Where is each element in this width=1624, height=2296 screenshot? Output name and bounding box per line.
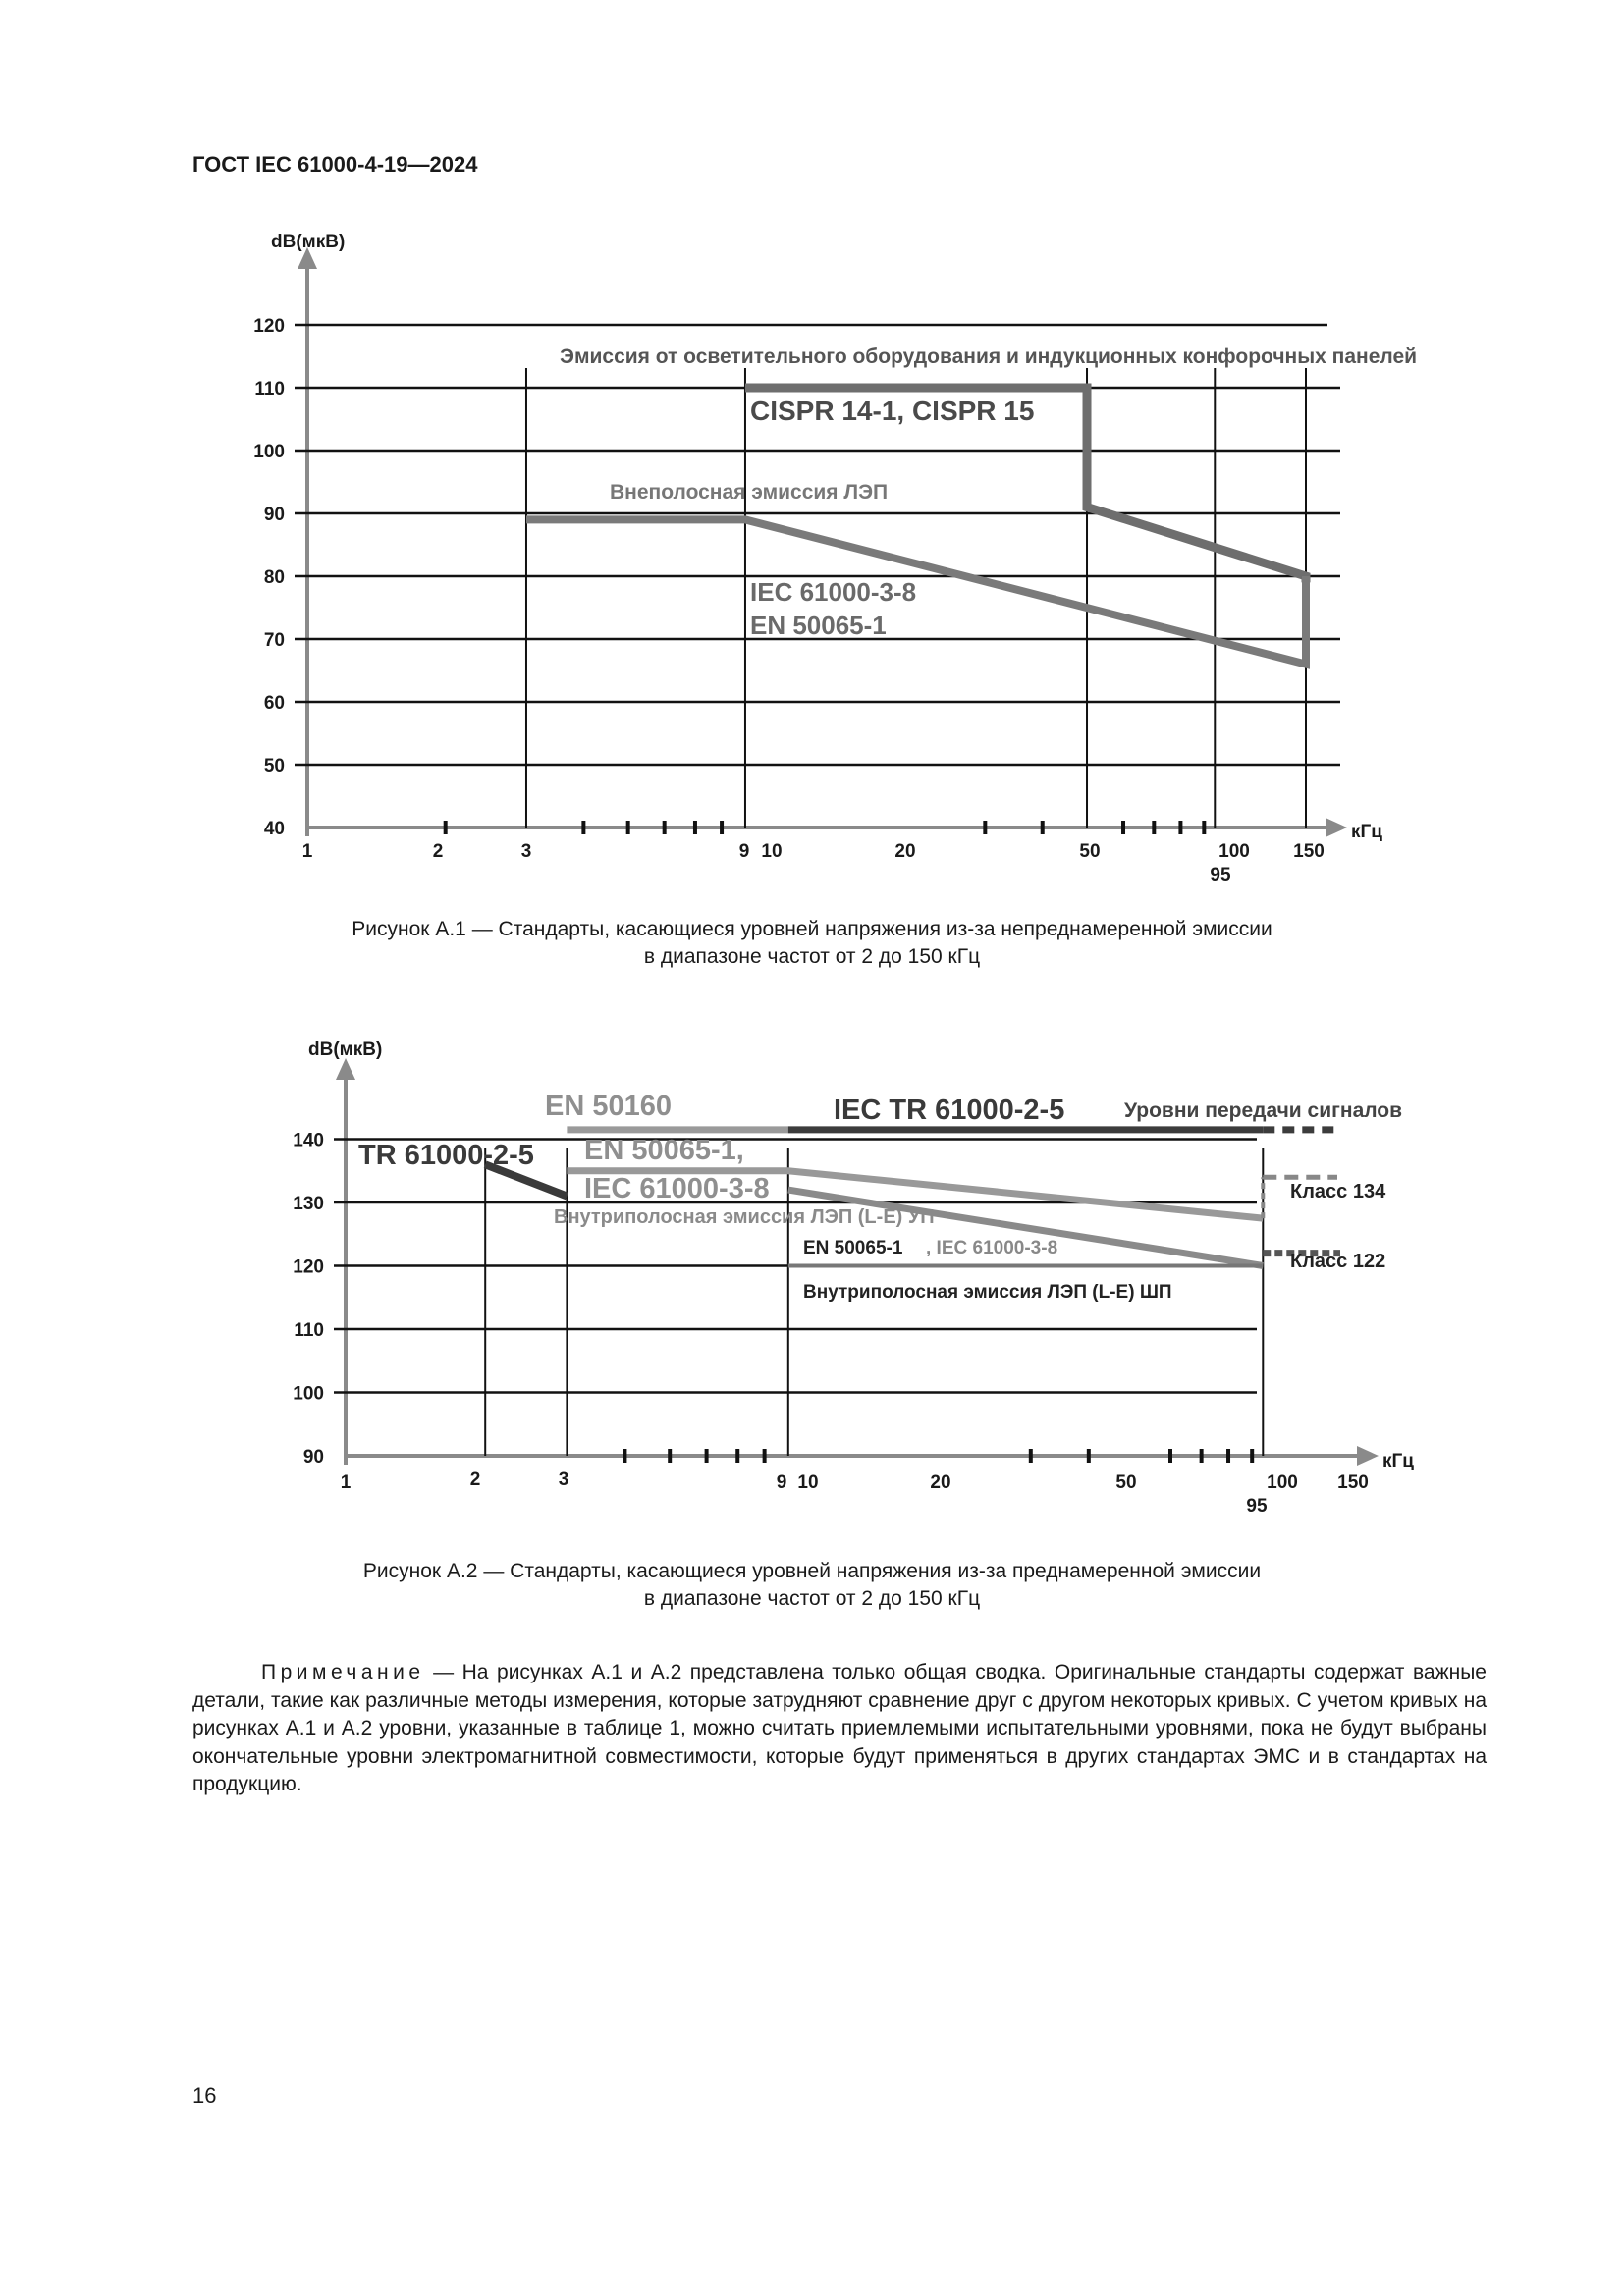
annotation-en-50065-1: EN 50065-1 (750, 611, 887, 640)
y-tick-label: 90 (264, 505, 285, 525)
annotation-iec61000: IEC 61000-3-8 (584, 1173, 770, 1204)
figure-a2-caption: Рисунок А.2 — Стандарты, касающиеся уров… (0, 1558, 1624, 1613)
y-tick-label: 100 (293, 1384, 324, 1405)
x-axis-arrow (1357, 1446, 1379, 1466)
y-tick-label: 110 (254, 379, 285, 400)
annotation-en50065-small: EN 50065-1 (803, 1238, 903, 1258)
document-header: ГОСТ IEC 61000-4-19—2024 (192, 152, 478, 177)
page-number: 16 (192, 2083, 217, 2108)
x-tick-label: 150 (1337, 1472, 1369, 1493)
x-tick-label: 20 (930, 1472, 950, 1493)
y-tick-label: 140 (293, 1131, 324, 1151)
series-tr (483, 1160, 568, 1201)
annotation-class134: Класс 134 (1290, 1181, 1386, 1202)
figure-a1-chart: dB(мкВ) 120 110 100 90 80 70 60 50 40 кГц 1 2 3 9 10 20 5… (253, 232, 1417, 885)
y-axis-arrow (336, 1058, 355, 1080)
annotation-en50065: EN 50065-1, (584, 1135, 744, 1166)
y-axis-arrow (298, 247, 317, 269)
x-tick-label: 2 (470, 1469, 481, 1490)
y-tick-label: 80 (264, 567, 285, 588)
x-tick-label: 9 (777, 1472, 787, 1493)
annotation-iec-small: , IEC 61000-3-8 (926, 1238, 1057, 1258)
x-tick-label: 9 (739, 841, 750, 862)
x-tick-label: 10 (797, 1472, 818, 1493)
series-en50065-upper (567, 1167, 1264, 1222)
annotation-en50160: EN 50160 (545, 1091, 672, 1122)
y-tick-label: 100 (253, 442, 285, 462)
figure-a2-caption-line-1: Рисунок А.2 — Стандарты, касающиеся уров… (362, 1560, 1262, 1582)
x-axis-arrow (1326, 818, 1347, 837)
y-tick-label: 120 (293, 1257, 324, 1278)
note-heading: Примечание (261, 1661, 425, 1683)
annotation-lighting: Эмиссия от осветительного оборудования и… (560, 346, 1417, 368)
y-tick-label: 130 (293, 1194, 324, 1214)
x-tick-label: 95 (1246, 1496, 1268, 1517)
y-tick-label: 90 (303, 1447, 324, 1468)
y-tick-label: 50 (264, 756, 285, 776)
x-tick-label: 10 (761, 841, 782, 862)
x-tick-label: 100 (1218, 841, 1250, 862)
annotation-inband-shp: Внутриполосная эмиссия ЛЭП (L-E) ШП (803, 1282, 1172, 1303)
y-tick-label: 40 (264, 819, 285, 839)
x-axis-label: кГц (1382, 1451, 1414, 1471)
x-tick-label: 50 (1115, 1472, 1136, 1493)
annotation-out-of-band: Внеполосная эмиссия ЛЭП (610, 481, 888, 504)
note-text: — На рисунках А.1 и А.2 представлена тол… (192, 1661, 1487, 1795)
x-tick-label: 1 (341, 1472, 352, 1493)
x-tick-label: 2 (433, 841, 444, 862)
x-tick-label: 3 (559, 1469, 569, 1490)
series-inband-up (787, 1186, 1264, 1269)
figure-a2-chart: dB(мкВ) 140 130 120 110 100 90 кГц 1 2 3 9 10 20 50 100… (293, 1040, 1414, 1517)
figure-a2-caption-line-2: в диапазоне частот от 2 до 150 кГц (643, 1587, 981, 1610)
annotation-cispr: CISPR 14-1, CISPR 15 (750, 396, 1034, 426)
y-tick-label: 60 (264, 693, 285, 714)
x-tick-label: 1 (302, 841, 313, 862)
y-axis-label: dB(мкВ) (308, 1040, 382, 1060)
annotation-signals: Уровни передачи сигналов (1124, 1099, 1402, 1122)
annotation-iec-61000-3-8: IEC 61000-3-8 (750, 577, 916, 607)
x-axis-label: кГц (1351, 822, 1382, 842)
y-axis-label: dB(мкВ) (271, 232, 345, 252)
figure-a1-caption: Рисунок А.1 — Стандарты, касающиеся уров… (0, 916, 1624, 971)
annotation-tr: TR 61000-2-5 (358, 1140, 534, 1171)
annotation-inband-up: Внутриполосная эмиссия ЛЭП (L-E) УП (554, 1206, 935, 1228)
x-tick-label: 3 (521, 841, 532, 862)
note-paragraph: Примечание — На рисунках А.1 и А.2 предс… (192, 1659, 1487, 1799)
x-tick-label: 100 (1267, 1472, 1298, 1493)
annotation-class122: Класс 122 (1290, 1251, 1385, 1272)
y-tick-label: 110 (294, 1320, 324, 1341)
x-tick-label: 50 (1079, 841, 1100, 862)
x-tick-label: 150 (1293, 841, 1325, 862)
series-line-out_of_band (525, 515, 1310, 669)
x-tick-label: 95 (1210, 865, 1231, 885)
figure-a1-caption-line-1: Рисунок А.1 — Стандарты, касающиеся уров… (352, 918, 1272, 940)
y-tick-label: 120 (253, 316, 285, 337)
y-tick-label: 70 (264, 630, 285, 651)
figure-a1-caption-line-2: в диапазоне частот от 2 до 150 кГц (643, 945, 981, 968)
x-tick-label: 20 (894, 841, 915, 862)
annotation-iec-tr: IEC TR 61000-2-5 (834, 1095, 1064, 1126)
